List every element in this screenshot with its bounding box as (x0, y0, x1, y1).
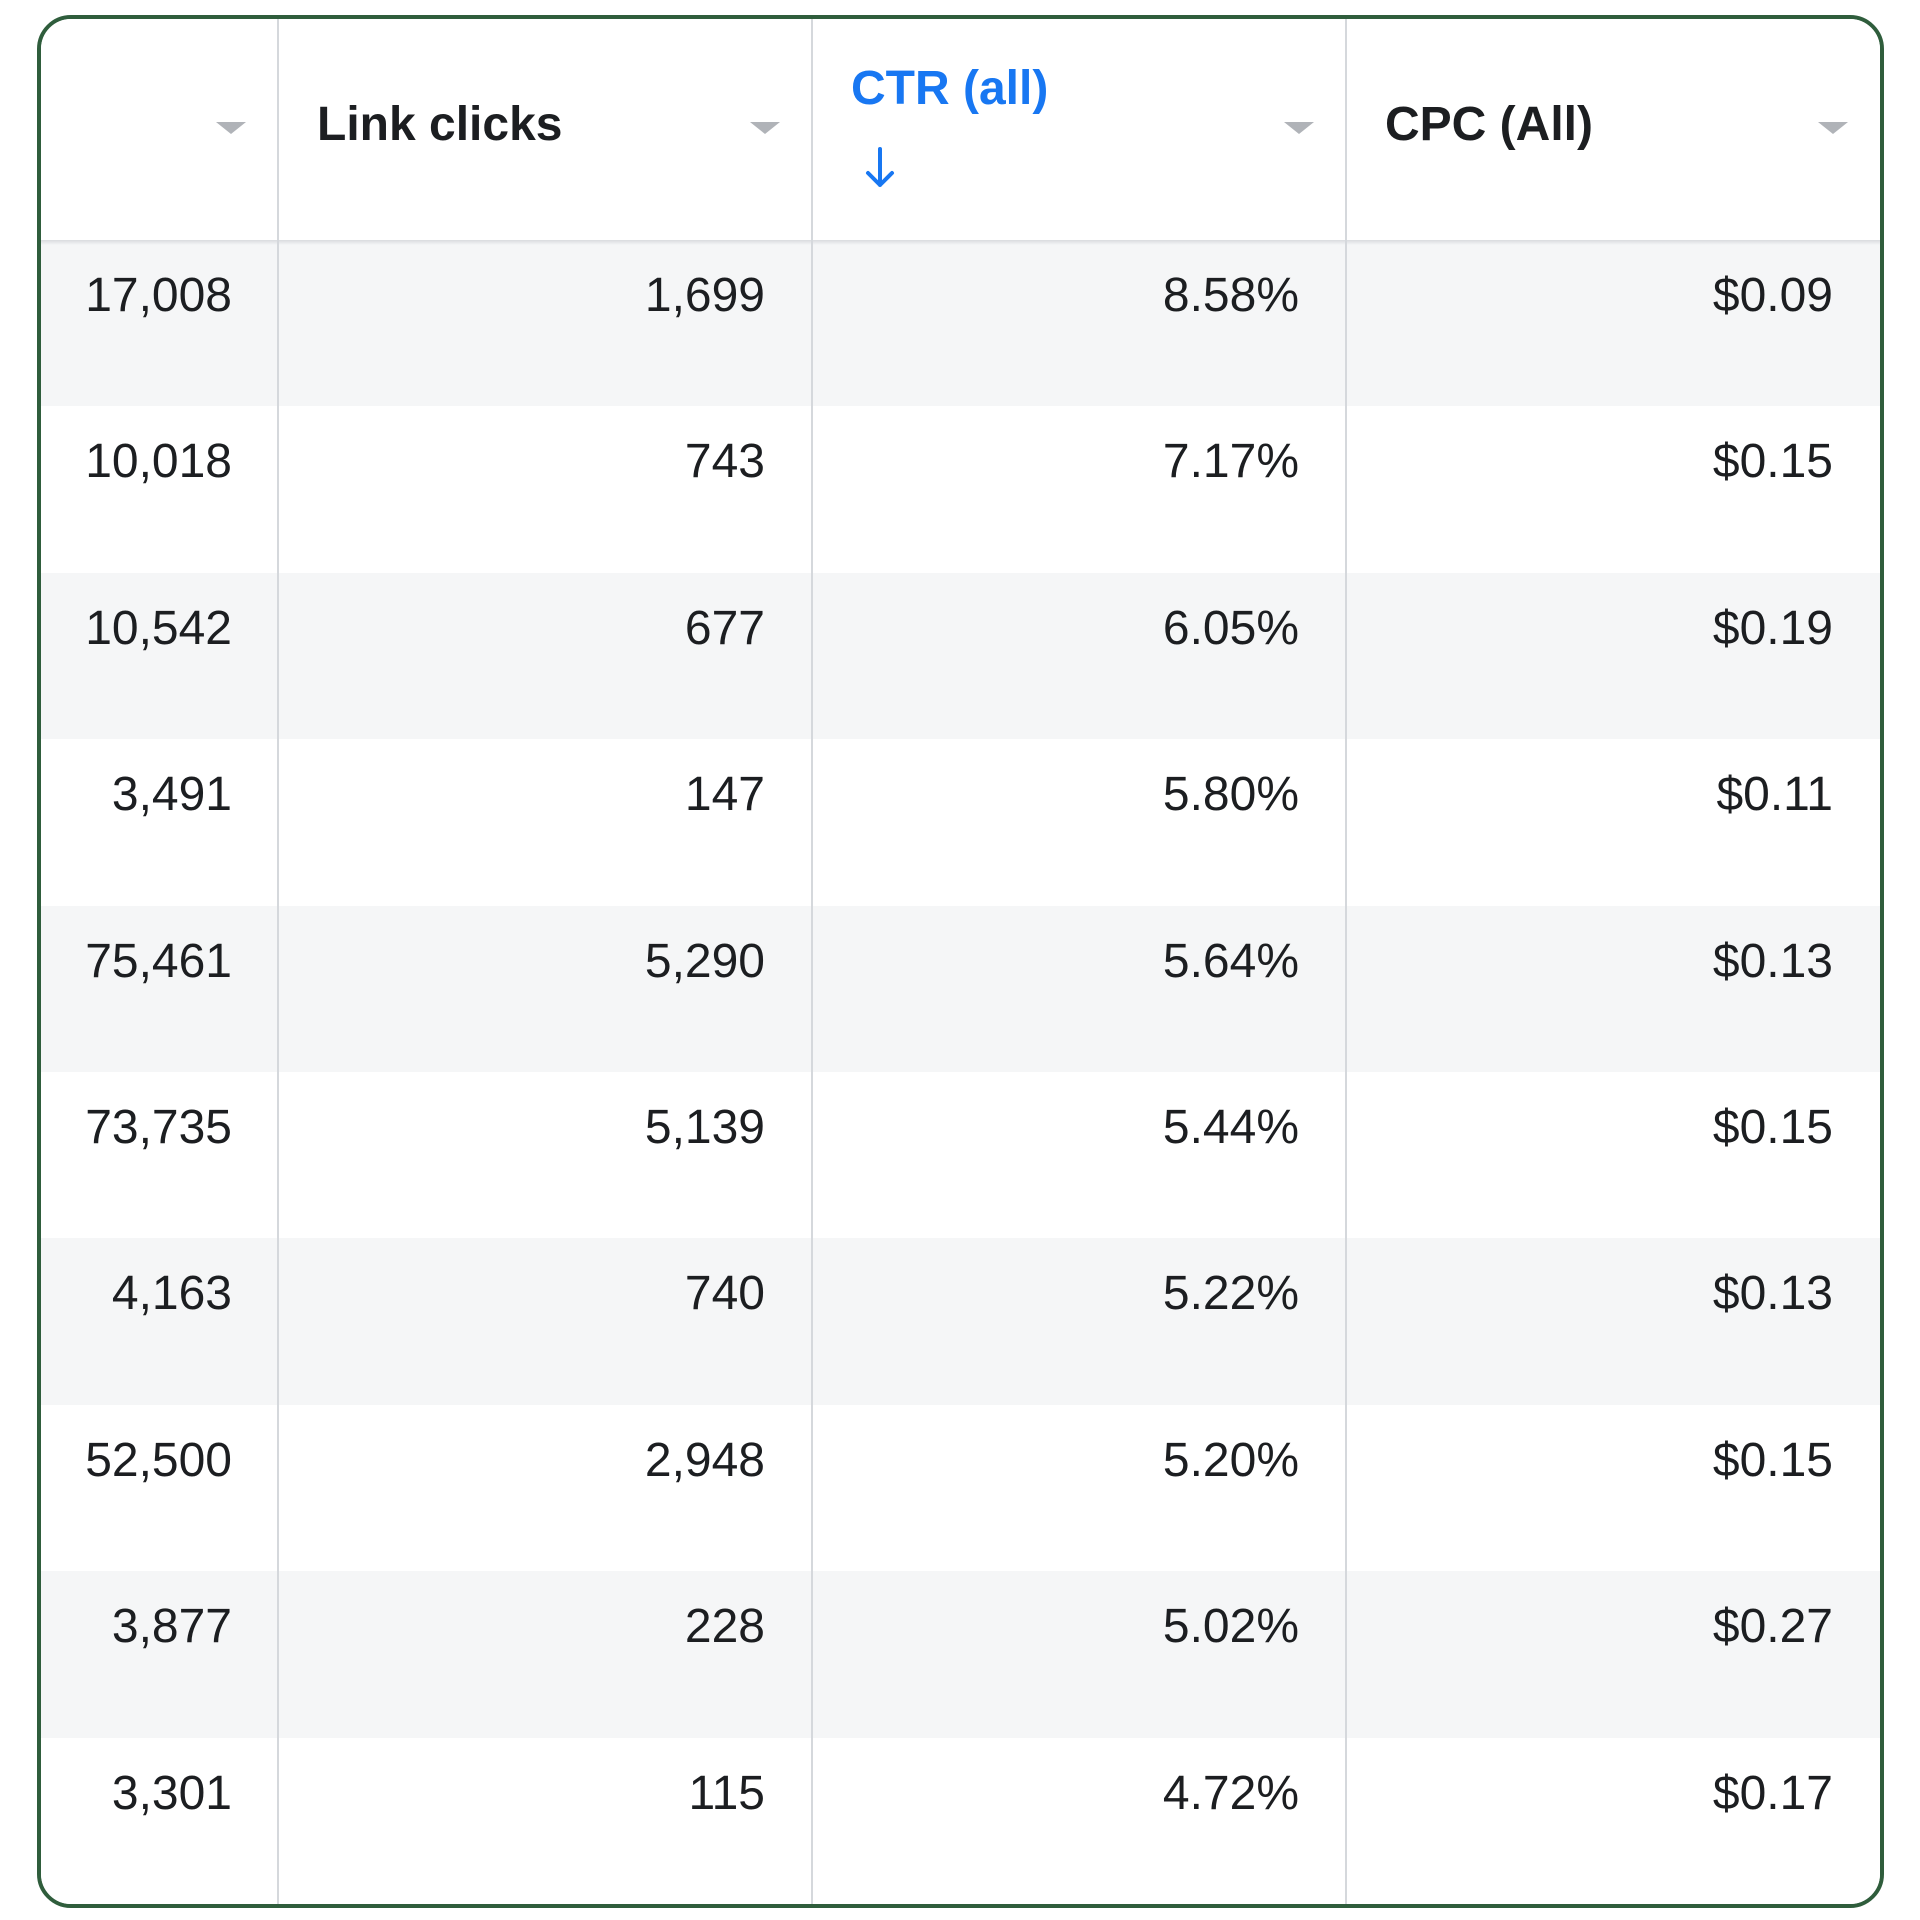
table-cell: 3,877 (111, 1600, 232, 1654)
table-cell: 740 (684, 1267, 765, 1321)
column-divider (277, 19, 279, 1904)
table-row: 52,500 2,948 5.20% $0.15 (41, 1404, 1880, 1572)
column-header[interactable]: Link clicks (278, 19, 812, 240)
table-cell: 7.17% (1162, 435, 1299, 489)
table: 17,008 1,699 8.58% $0.09 10,018 743 7.17% $0.15… (37, 15, 1884, 1908)
table-cell: 115 (688, 1766, 765, 1820)
table-cell: 2,948 (644, 1433, 765, 1487)
header-label: CPC (All) (1385, 98, 1593, 151)
table-cell: 52,500 (85, 1433, 232, 1487)
table-cell: 75,461 (85, 934, 232, 988)
table-cell: 5,290 (644, 934, 765, 988)
table-row: 10,018 743 7.17% $0.15 (41, 406, 1880, 574)
column-divider (811, 19, 813, 1904)
table-cell: $0.15 (1712, 435, 1833, 489)
table-cell: 5.64% (1162, 934, 1299, 988)
table-cell: 743 (684, 435, 765, 489)
table-row: 3,491 147 5.80% $0.11 (41, 739, 1880, 907)
dropdown-caret[interactable] (1818, 122, 1848, 134)
column-header[interactable] (41, 19, 278, 240)
table-cell: 5.20% (1162, 1433, 1299, 1487)
column-divider (1345, 19, 1347, 1904)
table-row: 3,877 228 5.02% $0.27 (41, 1571, 1880, 1739)
table-cell: 8.58% (1162, 269, 1299, 322)
dropdown-caret[interactable] (750, 122, 780, 134)
sort-arrow (866, 147, 894, 187)
table-row: 10,542 677 6.05% $0.19 (41, 572, 1880, 740)
table-cell: 5.02% (1162, 1600, 1299, 1654)
table-cell: 4.72% (1162, 1766, 1299, 1820)
header-label: Link clicks (317, 98, 563, 151)
table-cell: 147 (684, 768, 765, 822)
table-cell: 10,542 (85, 601, 232, 655)
dropdown-caret[interactable] (1284, 122, 1314, 134)
table-cell: 6.05% (1162, 601, 1299, 655)
table-row: 73,735 5,139 5.44% $0.15 (41, 1072, 1880, 1239)
table-row: 17,008 1,699 8.58% $0.09 (41, 240, 1880, 407)
table-cell: $0.13 (1712, 1267, 1833, 1321)
table-cell: 5.44% (1162, 1101, 1299, 1154)
table-row: 75,461 5,290 5.64% $0.13 (41, 905, 1880, 1073)
dropdown-caret[interactable] (216, 122, 246, 134)
table-cell: $0.27 (1712, 1600, 1833, 1654)
table-cell: 4,163 (111, 1267, 232, 1321)
table-cell: $0.11 (1716, 768, 1833, 822)
table-cell: 5,139 (644, 1101, 765, 1154)
table-cell: 17,008 (85, 269, 232, 322)
table-row: 3,301 115 4.72% $0.17 (41, 1737, 1880, 1904)
table-cell: 5.80% (1162, 768, 1299, 822)
table-cell: $0.15 (1712, 1101, 1833, 1154)
table-cell: 73,735 (85, 1101, 232, 1154)
table-cell: 3,491 (111, 768, 232, 822)
table-cell: $0.19 (1712, 601, 1833, 655)
table-cell: $0.09 (1712, 269, 1833, 322)
table-cell: 10,018 (85, 435, 232, 489)
table-cell: $0.13 (1712, 934, 1833, 988)
header-shadow (41, 240, 1880, 245)
table-cell: 3,301 (111, 1766, 232, 1820)
table-cell: 228 (684, 1600, 765, 1654)
table-cell: 5.22% (1162, 1267, 1299, 1321)
table-cell: 677 (684, 601, 765, 655)
header-label: CTR (all) (851, 62, 1049, 115)
table-cell: $0.17 (1712, 1766, 1833, 1820)
column-header[interactable]: CPC (All) (1346, 19, 1880, 240)
table-row: 4,163 740 5.22% $0.13 (41, 1238, 1880, 1406)
column-header[interactable]: CTR (all) (812, 19, 1346, 240)
table-cell: $0.15 (1712, 1433, 1833, 1487)
table-cell: 1,699 (644, 269, 765, 322)
